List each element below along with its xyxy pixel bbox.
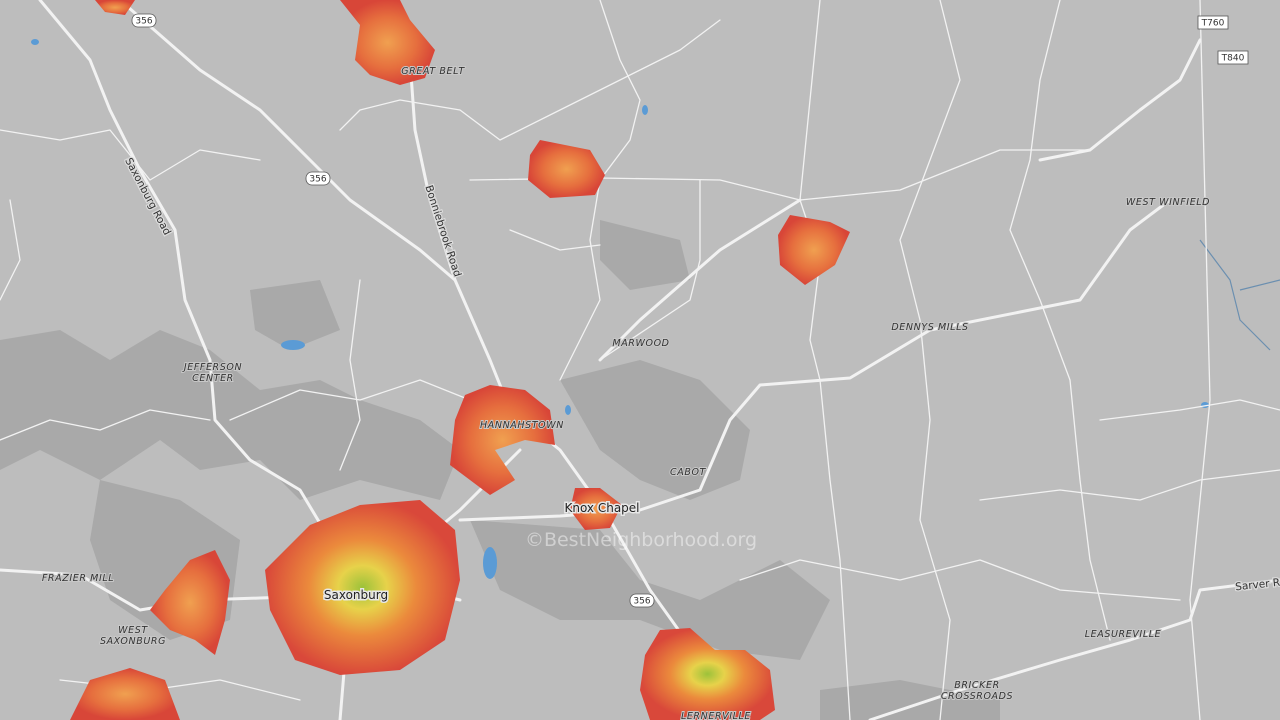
place-label: MARWOOD xyxy=(612,338,669,349)
shield xyxy=(1197,15,1229,30)
shield-label: 356 xyxy=(309,175,326,185)
heat-blob xyxy=(778,215,850,285)
heat-blob xyxy=(528,140,605,198)
place-label: FRAZIER MILL xyxy=(42,573,114,584)
place-label: GREAT BELT xyxy=(401,66,465,77)
place-label: WEST SAXONBURG xyxy=(100,625,166,647)
label-line: CENTER xyxy=(192,373,234,384)
heat-blob xyxy=(340,0,435,85)
place-label: CABOT xyxy=(670,467,707,478)
shield-label: T840 xyxy=(1221,54,1245,64)
place-label: DENNYS MILLS xyxy=(891,322,968,333)
shield-label: T760 xyxy=(1201,19,1225,29)
shield xyxy=(305,171,331,186)
shield-label: 356 xyxy=(135,17,152,27)
heat-blob xyxy=(70,668,180,720)
label-line: SAXONBURG xyxy=(100,636,166,647)
road-shields: 356 356 356 T760 T840 xyxy=(131,13,1249,608)
heat-blobs xyxy=(70,0,850,720)
heat-blob xyxy=(450,385,555,495)
heat-blob xyxy=(570,488,622,530)
label-line: CROSSROADS xyxy=(941,691,1013,702)
label-line: WEST xyxy=(118,625,148,636)
town-label: Saxonburg xyxy=(324,588,388,602)
heat-blob xyxy=(95,0,135,15)
shield-label: 356 xyxy=(633,597,650,607)
shield xyxy=(629,593,655,608)
place-label: LEASUREVILLE xyxy=(1085,629,1161,640)
place-label: WEST WINFIELD xyxy=(1126,197,1210,208)
town-label: Knox Chapel xyxy=(564,501,639,515)
heat-blob xyxy=(150,550,230,655)
shield xyxy=(1217,50,1249,65)
place-label: LERNERVILLE xyxy=(681,711,751,720)
heat-blob xyxy=(265,500,460,675)
heat-blob xyxy=(640,628,775,720)
place-label: HANNAHSTOWN xyxy=(480,420,564,431)
label-line: JEFFERSON xyxy=(182,362,242,373)
road-label: Sarver R xyxy=(1235,577,1280,594)
watermark: ©BestNeighborhood.org xyxy=(525,529,757,551)
place-label: BRICKER CROSSROADS xyxy=(941,680,1013,702)
shield xyxy=(131,13,157,28)
label-line: BRICKER xyxy=(954,680,1000,691)
place-label: JEFFERSON CENTER xyxy=(182,362,242,384)
